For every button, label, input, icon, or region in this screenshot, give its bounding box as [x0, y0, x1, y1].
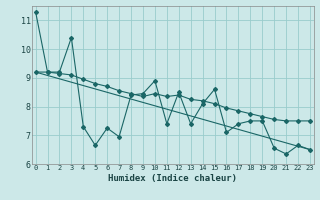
X-axis label: Humidex (Indice chaleur): Humidex (Indice chaleur) [108, 174, 237, 183]
